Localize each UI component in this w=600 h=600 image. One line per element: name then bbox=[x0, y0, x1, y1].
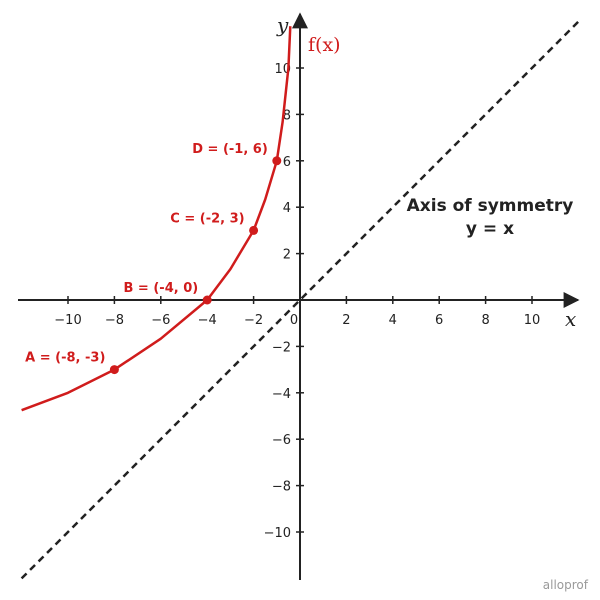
brand-logo: alloprof bbox=[542, 578, 588, 592]
x-tick-label: 8 bbox=[481, 313, 489, 328]
function-curve bbox=[21, 26, 292, 412]
y-tick-label: 2 bbox=[283, 248, 291, 263]
x-axis-label: x bbox=[565, 307, 576, 331]
point-marker bbox=[272, 156, 282, 166]
x-tick-label: −4 bbox=[198, 313, 217, 328]
y-tick-label: −10 bbox=[264, 526, 291, 541]
point-label: B = (-4, 0) bbox=[124, 281, 199, 296]
y-tick-label: 8 bbox=[283, 108, 291, 123]
point-marker bbox=[109, 365, 119, 375]
x-tick-label: −6 bbox=[151, 313, 170, 328]
point-label: A = (-8, -3) bbox=[25, 351, 105, 366]
y-axis-label: y bbox=[276, 13, 289, 37]
x-tick-label: −2 bbox=[244, 313, 263, 328]
y-tick-label: 6 bbox=[283, 155, 291, 170]
points-layer: A = (-8, -3) B = (-4, 0) C = (-2, 3) D = (-… bbox=[25, 142, 282, 375]
x-tick-label: 10 bbox=[524, 313, 541, 328]
point-marker bbox=[202, 295, 212, 305]
x-tick-label: 0 bbox=[290, 313, 298, 328]
axes-layer bbox=[18, 12, 580, 580]
x-tick-label: 4 bbox=[389, 313, 397, 328]
symmetry-label-line2: y = x bbox=[466, 219, 514, 239]
y-tick-label: −8 bbox=[272, 480, 291, 495]
point-label: C = (-2, 3) bbox=[170, 211, 244, 226]
y-tick-label: −4 bbox=[272, 387, 291, 402]
x-tick-label: −8 bbox=[105, 313, 124, 328]
y-tick-label: 4 bbox=[283, 201, 291, 216]
y-tick-label: −6 bbox=[272, 433, 291, 448]
x-tick-label: −10 bbox=[54, 313, 81, 328]
y-tick-label: −2 bbox=[272, 340, 291, 355]
series-layer bbox=[20, 20, 580, 580]
point-label: D = (-1, 6) bbox=[192, 142, 268, 157]
labels-layer: y x f(x) Axis of symmetry y = x bbox=[276, 13, 576, 331]
x-tick-label: 6 bbox=[435, 313, 443, 328]
point-marker bbox=[249, 225, 259, 235]
x-tick-label: 2 bbox=[342, 313, 350, 328]
symmetry-label-line1: Axis of symmetry bbox=[407, 196, 574, 216]
function-label: f(x) bbox=[308, 34, 341, 56]
